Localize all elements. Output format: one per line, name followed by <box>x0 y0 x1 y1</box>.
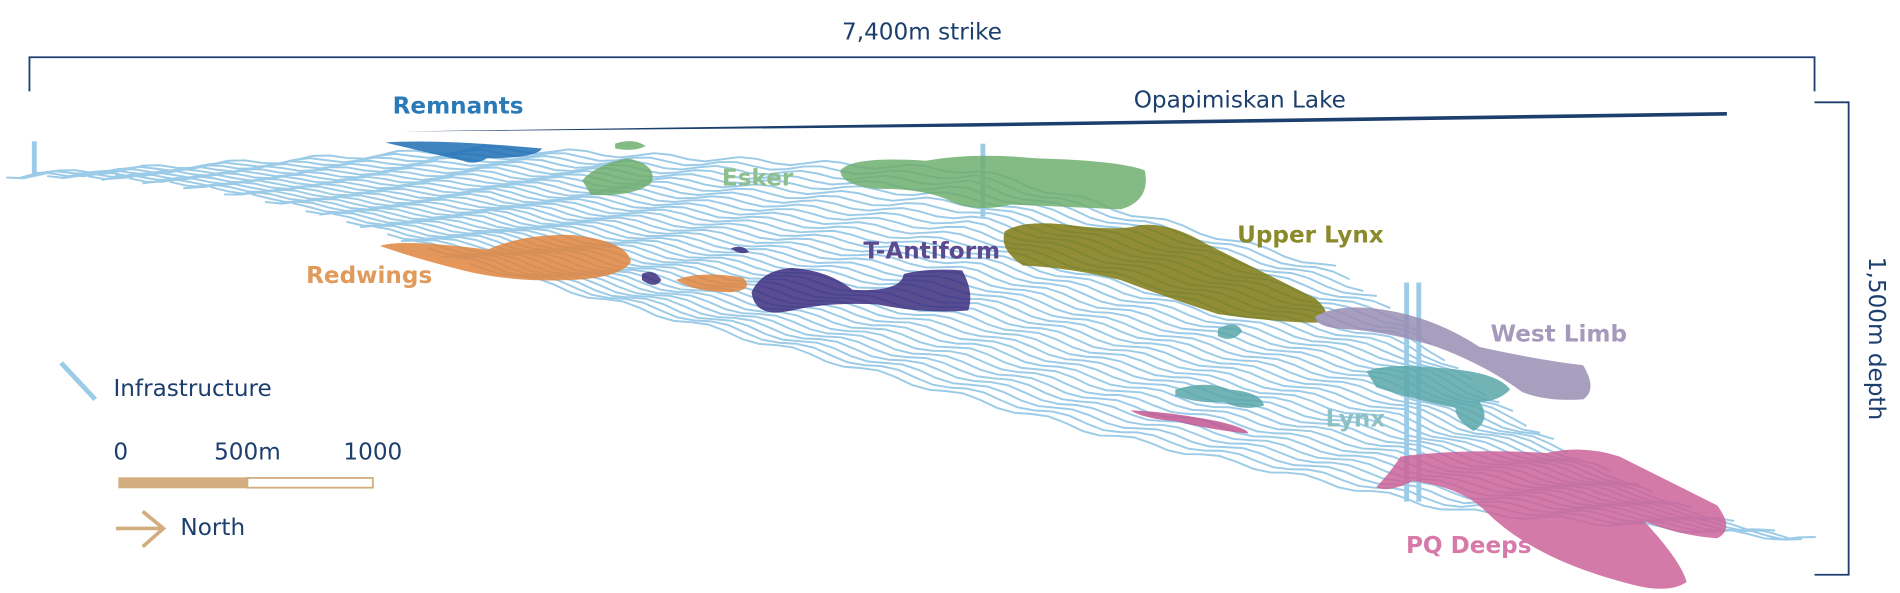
depth-label: 1,500m depth <box>1863 257 1889 420</box>
lake <box>402 112 1727 132</box>
drift <box>237 191 1568 454</box>
scale-bar <box>118 477 248 489</box>
north-label: North <box>180 515 245 541</box>
zone-label: West Limb <box>1491 321 1628 347</box>
zone-label: T-Antiform <box>863 239 1000 265</box>
drift <box>196 183 1528 427</box>
scale-label: 0 <box>113 439 128 465</box>
redwings-body <box>380 234 631 281</box>
zone-label: Lynx <box>1326 407 1386 433</box>
infrastructure-swatch <box>59 361 97 402</box>
pq-deeps-body <box>1376 449 1727 589</box>
t-antiform-body <box>751 267 971 313</box>
drift <box>19 148 1351 281</box>
west-limb-body <box>1315 307 1591 400</box>
strike-bracket <box>28 56 1816 92</box>
depth-bracket <box>1814 101 1850 576</box>
scale-label: 1000 <box>343 439 402 465</box>
pq-deeps-body <box>1130 410 1249 434</box>
esker-body <box>582 141 653 196</box>
zone-label: Remnants <box>393 94 524 120</box>
shaft <box>31 141 37 176</box>
remnants-body <box>385 141 543 163</box>
upper-lynx-body <box>1003 223 1327 323</box>
zone-label: Upper Lynx <box>1237 223 1384 249</box>
legend-label: Infrastructure <box>113 376 271 402</box>
lynx-body <box>1366 365 1511 432</box>
t-antiform-body <box>641 246 750 285</box>
lake-label: Opapimiskan Lake <box>1134 88 1346 114</box>
ore-bodies <box>380 141 1727 589</box>
north-arrow <box>115 510 167 549</box>
scale-label: 500m <box>214 439 281 465</box>
zone-label: Redwings <box>306 263 432 289</box>
drift <box>183 183 1514 412</box>
zone-label: Esker <box>722 165 794 191</box>
strike-label: 7,400m strike <box>842 19 1002 45</box>
lynx-body <box>1175 324 1265 408</box>
drift <box>6 145 1337 267</box>
drift <box>305 210 1653 493</box>
zone-label: PQ Deeps <box>1406 533 1532 559</box>
drift <box>224 190 1554 441</box>
esker-body <box>840 155 1146 210</box>
scale-bar <box>246 477 374 489</box>
redwings-body <box>676 274 748 293</box>
